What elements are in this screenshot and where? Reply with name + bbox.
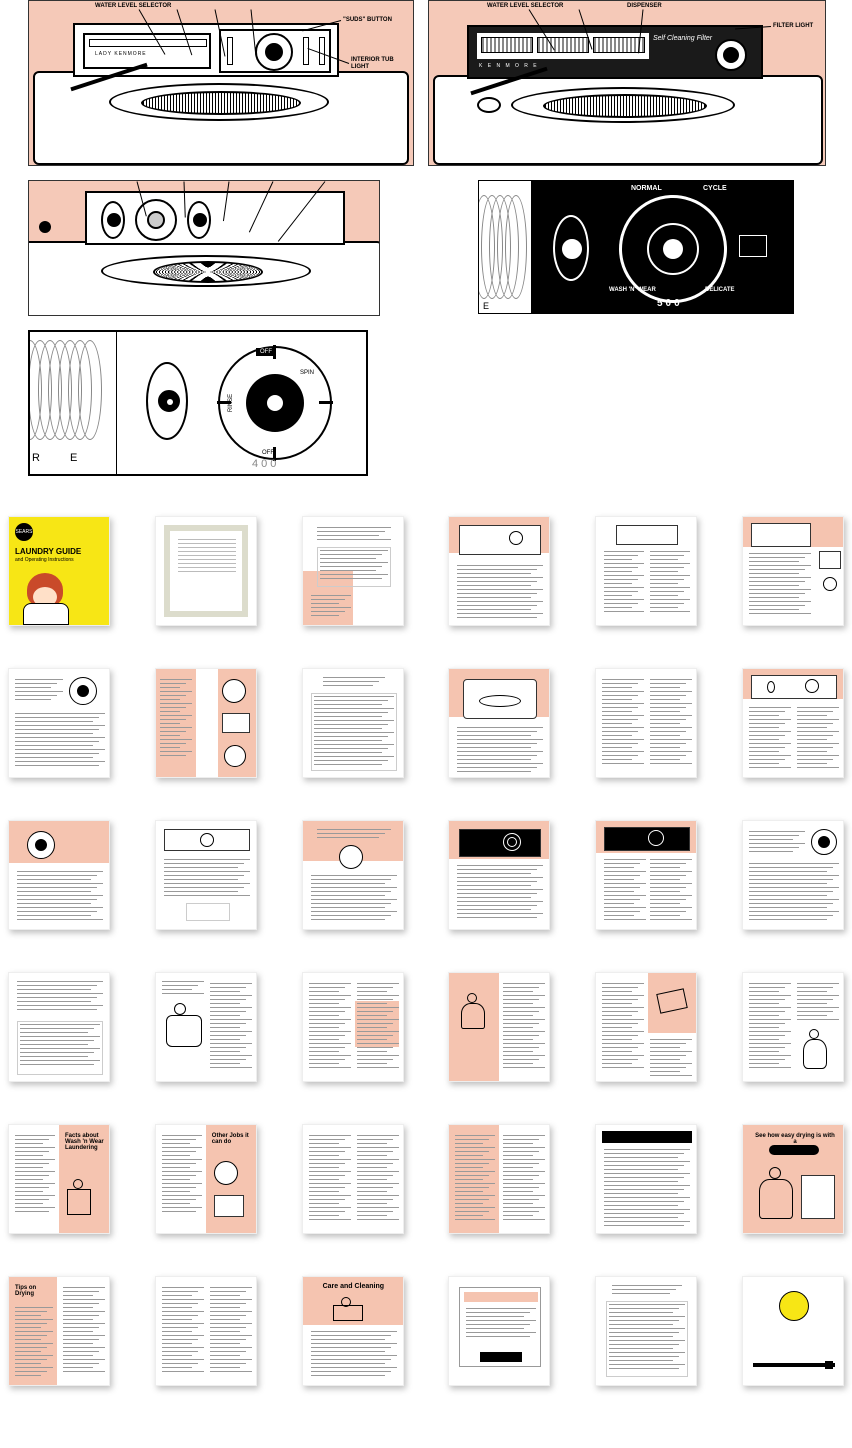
label-normal: NORMAL (631, 185, 662, 193)
page-thumbnail-grid: SEARS LAUNDRY GUIDE and Operating Instru… (0, 508, 852, 1448)
page-thumbnail[interactable] (302, 1124, 404, 1234)
label-delicate: DELICATE (705, 287, 735, 294)
label-filter-light: FILTER LIGHT (773, 23, 813, 30)
diagram-black-control-panel: E NORMAL CYCLE WASH 'N' WEAR DELICATE 50… (478, 180, 794, 314)
letter-r: R (32, 452, 40, 464)
panel-brand-text: LADY KENMORE (95, 51, 147, 57)
page-thumbnail[interactable] (448, 820, 550, 930)
label-dispenser: DISPENSER (627, 3, 662, 10)
label-model-500: 500 (657, 298, 683, 309)
thumbnail-row (8, 820, 844, 930)
page-thumbnail[interactable]: Care and Cleaning (302, 1276, 404, 1386)
diagram-lady-kenmore: LADY KENMORE WATER LEVEL SELECTOR "SUDS"… (28, 0, 414, 166)
label-water-level: WATER LEVEL SELECTOR (95, 3, 171, 10)
letter-e: E (70, 452, 77, 464)
page-thumbnail[interactable] (448, 972, 550, 1082)
label-model-400: 400 (252, 458, 279, 470)
diagram-row-2: E NORMAL CYCLE WASH 'N' WEAR DELICATE 50… (0, 180, 852, 316)
thumbnail-row (8, 972, 844, 1082)
page-thumbnail[interactable] (8, 972, 110, 1082)
page-thumbnail[interactable] (302, 668, 404, 778)
label-interior: INTERIOR TUB LIGHT (351, 57, 401, 70)
page-thumbnail[interactable] (155, 820, 257, 930)
page-thumbnail[interactable] (595, 972, 697, 1082)
diagram-three-dial-panel (28, 180, 380, 316)
label-wash-wear: WASH 'N' WEAR (609, 287, 656, 294)
page-thumbnail[interactable] (302, 516, 404, 626)
page-thumbnail[interactable] (8, 668, 110, 778)
label-cycle: CYCLE (703, 185, 727, 193)
page-thumbnail[interactable] (742, 1276, 844, 1386)
page-thumbnail[interactable] (742, 516, 844, 626)
page-thumbnail[interactable] (595, 1276, 697, 1386)
page-thumbnail[interactable]: Tips on Drying (8, 1276, 110, 1386)
page-thumbnail[interactable] (595, 516, 697, 626)
thumbnail-row: Tips on Drying Care and Cleaning (8, 1276, 844, 1386)
page-thumbnail[interactable] (155, 668, 257, 778)
page-thumbnail[interactable] (302, 820, 404, 930)
thumbnail-row: Facts about Wash 'n Wear Laundering Othe… (8, 1124, 844, 1234)
page-thumbnail[interactable] (595, 1124, 697, 1234)
page-thumbnail[interactable] (742, 820, 844, 930)
page-thumbnail[interactable] (155, 516, 257, 626)
page-thumbnail[interactable]: Other Jobs it can do (155, 1124, 257, 1234)
page-thumbnail[interactable]: Facts about Wash 'n Wear Laundering (8, 1124, 110, 1234)
diagram-row-1: LADY KENMORE WATER LEVEL SELECTOR "SUDS"… (0, 0, 852, 166)
page-thumbnail[interactable] (8, 820, 110, 930)
page-thumbnail[interactable] (595, 820, 697, 930)
page-thumbnail[interactable] (448, 1276, 550, 1386)
page-thumbnail[interactable]: SEARS LAUNDRY GUIDE and Operating Instru… (8, 516, 110, 626)
page-thumbnail[interactable] (448, 668, 550, 778)
panel-script-text: Self Cleaning Filter (653, 35, 712, 42)
label-water-level-2: WATER LEVEL SELECTOR (487, 3, 563, 10)
page-thumbnail[interactable] (742, 668, 844, 778)
page-thumbnail[interactable] (448, 516, 550, 626)
diagram-row-3: R E OFF SPIN RINSE (0, 330, 852, 494)
diagram-self-cleaning: K E N M O R E Self Cleaning Filter WATER… (428, 0, 826, 166)
page-thumbnail[interactable]: See how easy drying is with a (742, 1124, 844, 1234)
page-thumbnail[interactable] (595, 668, 697, 778)
page-thumbnail[interactable] (742, 972, 844, 1082)
page-thumbnail[interactable] (155, 1276, 257, 1386)
thumbnail-row: SEARS LAUNDRY GUIDE and Operating Instru… (8, 516, 844, 626)
label-suds: "SUDS" BUTTON (343, 17, 392, 24)
diagram-white-400-panel: R E OFF SPIN RINSE (28, 330, 368, 476)
page-thumbnail[interactable] (448, 1124, 550, 1234)
page-thumbnail[interactable] (302, 972, 404, 1082)
page-thumbnail[interactable] (155, 972, 257, 1082)
detail-diagrams-section: LADY KENMORE WATER LEVEL SELECTOR "SUDS"… (0, 0, 852, 494)
thumbnail-row (8, 668, 844, 778)
